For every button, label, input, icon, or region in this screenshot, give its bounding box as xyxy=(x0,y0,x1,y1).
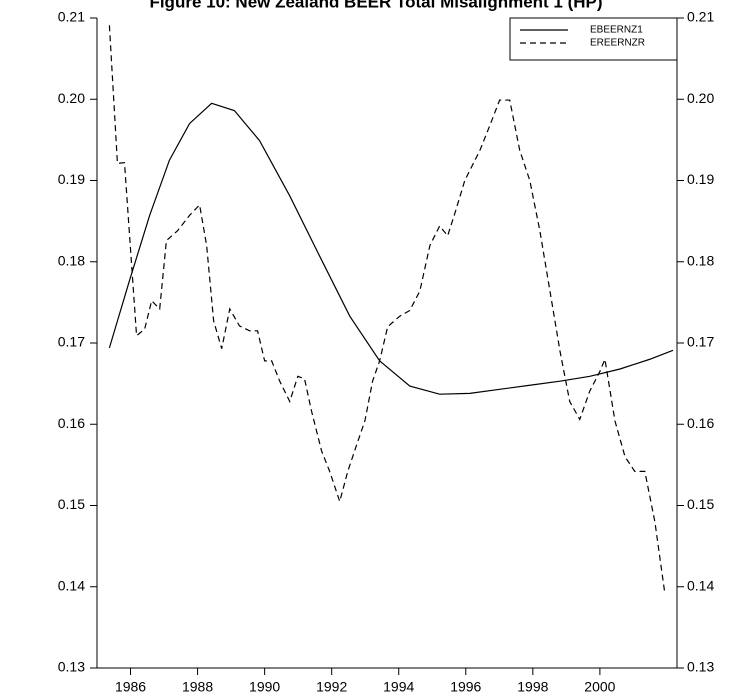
y2-tick-label: 0.21 xyxy=(687,9,714,25)
y2-tick-label: 0.13 xyxy=(687,659,714,675)
y2-tick-label: 0.16 xyxy=(687,415,714,431)
y-tick-label: 0.13 xyxy=(58,659,85,675)
y-tick-label: 0.21 xyxy=(58,9,85,25)
x-tick-label: 1990 xyxy=(249,679,280,695)
y-tick-label: 0.14 xyxy=(58,577,85,593)
series-line xyxy=(108,25,666,592)
series-line xyxy=(108,102,674,395)
x-tick-label: 1994 xyxy=(383,679,414,695)
y-tick-label: 0.18 xyxy=(58,252,85,268)
x-tick-label: 2000 xyxy=(584,679,615,695)
x-tick-label: 1988 xyxy=(182,679,213,695)
y2-tick-label: 0.17 xyxy=(687,334,714,350)
y2-tick-label: 0.19 xyxy=(687,171,714,187)
chart-title: Figure 10: New Zealand BEER Total Misali… xyxy=(149,0,602,11)
y-tick-label: 0.17 xyxy=(58,334,85,350)
y-tick-label: 0.16 xyxy=(58,415,85,431)
legend-label: EREERNZR xyxy=(590,38,645,49)
y-tick-label: 0.15 xyxy=(58,496,85,512)
x-tick-label: 1992 xyxy=(316,679,347,695)
y2-tick-label: 0.15 xyxy=(687,496,714,512)
legend-label: EBEERNZ1 xyxy=(590,25,643,36)
y2-tick-label: 0.20 xyxy=(687,90,714,106)
y2-tick-label: 0.18 xyxy=(687,252,714,268)
y-tick-label: 0.20 xyxy=(58,90,85,106)
x-tick-label: 1996 xyxy=(450,679,481,695)
legend-box xyxy=(509,17,678,61)
x-tick-label: 1998 xyxy=(517,679,548,695)
y-tick-label: 0.19 xyxy=(58,171,85,187)
y2-tick-label: 0.14 xyxy=(687,577,714,593)
x-tick-label: 1986 xyxy=(115,679,146,695)
